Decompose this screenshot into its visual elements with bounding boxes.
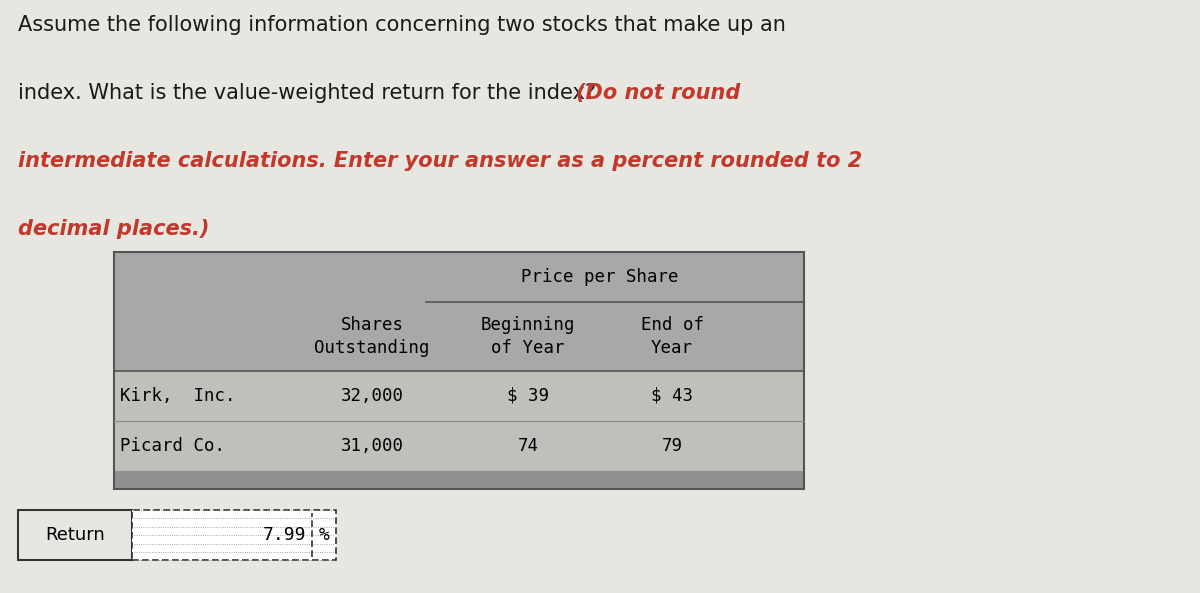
Text: End of
Year: End of Year	[641, 317, 703, 356]
Text: (Do not round: (Do not round	[576, 83, 740, 103]
Text: Picard Co.: Picard Co.	[120, 437, 226, 455]
Text: %: %	[318, 526, 329, 544]
Text: $ 39: $ 39	[506, 387, 548, 405]
Text: Beginning
of Year: Beginning of Year	[481, 317, 575, 356]
Text: intermediate calculations. Enter your answer as a percent rounded to 2: intermediate calculations. Enter your an…	[18, 151, 863, 171]
Text: index. What is the value-weighted return for the index?: index. What is the value-weighted return…	[18, 83, 602, 103]
Text: Assume the following information concerning two stocks that make up an: Assume the following information concern…	[18, 15, 786, 35]
Text: Price per Share: Price per Share	[521, 268, 679, 286]
FancyBboxPatch shape	[114, 471, 804, 489]
FancyBboxPatch shape	[132, 510, 336, 560]
Text: decimal places.): decimal places.)	[18, 219, 209, 240]
Text: 74: 74	[517, 437, 539, 455]
Text: Return: Return	[46, 526, 104, 544]
FancyBboxPatch shape	[18, 510, 132, 560]
FancyBboxPatch shape	[114, 371, 804, 471]
Text: $ 43: $ 43	[652, 387, 694, 405]
Text: 32,000: 32,000	[341, 387, 403, 405]
Text: Kirk,  Inc.: Kirk, Inc.	[120, 387, 235, 405]
Text: Shares
Outstanding: Shares Outstanding	[314, 317, 430, 356]
FancyBboxPatch shape	[114, 252, 804, 371]
Text: 79: 79	[661, 437, 683, 455]
Text: 31,000: 31,000	[341, 437, 403, 455]
Text: 7.99: 7.99	[263, 526, 307, 544]
